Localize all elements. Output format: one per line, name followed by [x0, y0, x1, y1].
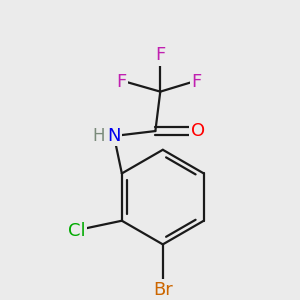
- Text: F: F: [192, 73, 202, 91]
- Text: F: F: [155, 46, 165, 64]
- Text: Cl: Cl: [68, 222, 85, 240]
- Text: F: F: [117, 73, 127, 91]
- Text: N: N: [107, 127, 121, 145]
- Text: H: H: [92, 127, 104, 145]
- Text: Br: Br: [153, 281, 173, 299]
- Text: O: O: [191, 122, 205, 140]
